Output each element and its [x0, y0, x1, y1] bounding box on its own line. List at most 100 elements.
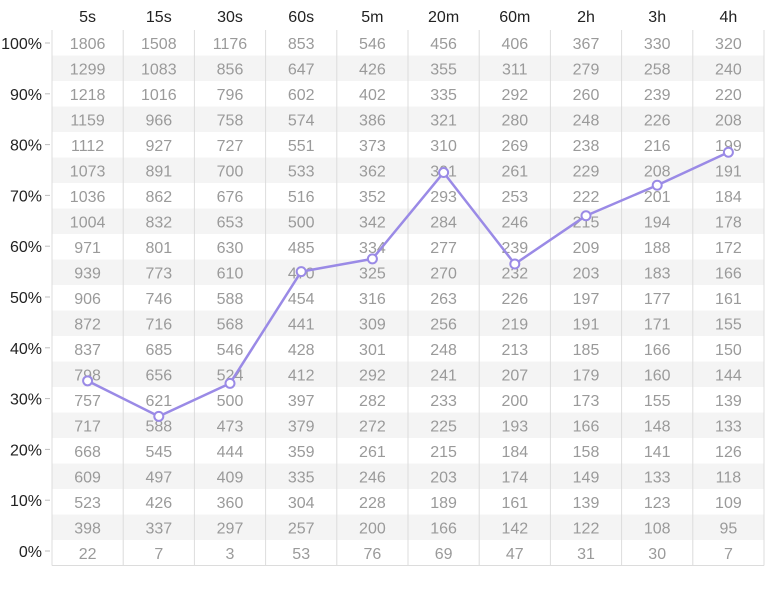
table-cell: 109: [715, 495, 742, 512]
table-cell: 148: [644, 418, 671, 435]
table-cell: 256: [430, 316, 457, 333]
table-cell: 144: [715, 367, 742, 384]
table-cell: 801: [145, 240, 172, 257]
table-cell: 906: [74, 291, 101, 308]
series-point: [153, 410, 165, 422]
table-cell: 150: [715, 342, 742, 359]
table-cell: 201: [644, 189, 671, 206]
grid-lines: [51, 30, 765, 566]
table-cell: 277: [430, 240, 457, 257]
series-line: [86, 150, 730, 418]
table-cell: 891: [145, 163, 172, 180]
table-cell: 647: [288, 61, 315, 78]
table-cell: 1299: [70, 61, 106, 78]
table-cell: 500: [217, 393, 244, 410]
table-cell: 184: [501, 444, 528, 461]
series-point: [295, 266, 307, 278]
table-cell: 1016: [141, 87, 177, 104]
table-cell: 69: [435, 546, 453, 563]
table-cell: 173: [573, 393, 600, 410]
table-cell: 232: [501, 265, 528, 282]
table-cell: 246: [359, 469, 386, 486]
table-cell: 853: [288, 36, 315, 53]
table-cell: 516: [288, 189, 315, 206]
table-cell: 22: [79, 546, 97, 563]
table-cell: 316: [359, 291, 386, 308]
table-cell: 197: [573, 291, 600, 308]
table-cell: 309: [359, 316, 386, 333]
table-cell: 862: [145, 189, 172, 206]
table-cell: 191: [715, 163, 742, 180]
y-tick-label: 70%: [10, 188, 42, 205]
table-cell: 155: [715, 316, 742, 333]
table-cell: 213: [501, 342, 528, 359]
table-cell: 359: [288, 444, 315, 461]
table-cell: 225: [430, 418, 457, 435]
table-cell: 352: [359, 189, 386, 206]
table-cell: 927: [145, 138, 172, 155]
table-cell: 406: [501, 36, 528, 53]
table-cell: 1004: [70, 214, 106, 231]
series-line: [86, 150, 730, 418]
table-cell: 200: [501, 393, 528, 410]
table-cell: 574: [288, 112, 315, 129]
column-header: 30s: [217, 9, 243, 26]
table-cell: 215: [430, 444, 457, 461]
table-cell: 551: [288, 138, 315, 155]
table-cell: 149: [573, 469, 600, 486]
table-cell: 630: [217, 240, 244, 257]
series-point: [438, 167, 450, 179]
table-cell: 727: [217, 138, 244, 155]
y-tick-label: 80%: [10, 138, 42, 155]
table-cell: 297: [217, 520, 244, 537]
table-cell: 412: [288, 367, 315, 384]
table-cell: 367: [573, 36, 600, 53]
table-cell: 362: [359, 163, 386, 180]
table-cell: 497: [145, 469, 172, 486]
table-cell: 330: [644, 36, 671, 53]
table-cell: 426: [145, 495, 172, 512]
table-cell: 402: [359, 87, 386, 104]
table-cell: 335: [288, 469, 315, 486]
table-cell: 444: [217, 444, 244, 461]
table-cell: 203: [430, 469, 457, 486]
series-point: [82, 375, 94, 387]
table-cell: 194: [644, 214, 671, 231]
table-cell: 133: [644, 469, 671, 486]
table-cell: 397: [288, 393, 315, 410]
table-cell: 141: [644, 444, 671, 461]
series-points: [82, 146, 734, 422]
table-cell: 280: [501, 112, 528, 129]
column-header: 5s: [79, 9, 96, 26]
table-cell: 656: [145, 367, 172, 384]
table-cell: 282: [359, 393, 386, 410]
table-cell: 609: [74, 469, 101, 486]
table-cell: 456: [430, 36, 457, 53]
table-cell: 473: [217, 418, 244, 435]
table-cell: 261: [501, 163, 528, 180]
table-cell: 160: [644, 367, 671, 384]
table-cell: 602: [288, 87, 315, 104]
series-point: [580, 210, 592, 222]
table-cell: 239: [501, 240, 528, 257]
table-cell: 191: [573, 316, 600, 333]
table-cell: 209: [573, 240, 600, 257]
table-cell: 161: [715, 291, 742, 308]
table-cell: 155: [644, 393, 671, 410]
table-cell: 342: [359, 214, 386, 231]
table-cell: 398: [74, 520, 101, 537]
table-cell: 174: [501, 469, 528, 486]
series-point: [366, 253, 378, 265]
table-cell: 229: [573, 163, 600, 180]
table-cell: 546: [359, 36, 386, 53]
y-tick-label: 20%: [10, 442, 42, 459]
table-cell: 171: [644, 316, 671, 333]
column-header: 4h: [720, 9, 738, 26]
table-cell: 108: [644, 520, 671, 537]
table-cell: 139: [573, 495, 600, 512]
table-cell: 269: [501, 138, 528, 155]
table-cell: 166: [430, 520, 457, 537]
table-cell: 426: [359, 61, 386, 78]
table-cell: 533: [288, 163, 315, 180]
